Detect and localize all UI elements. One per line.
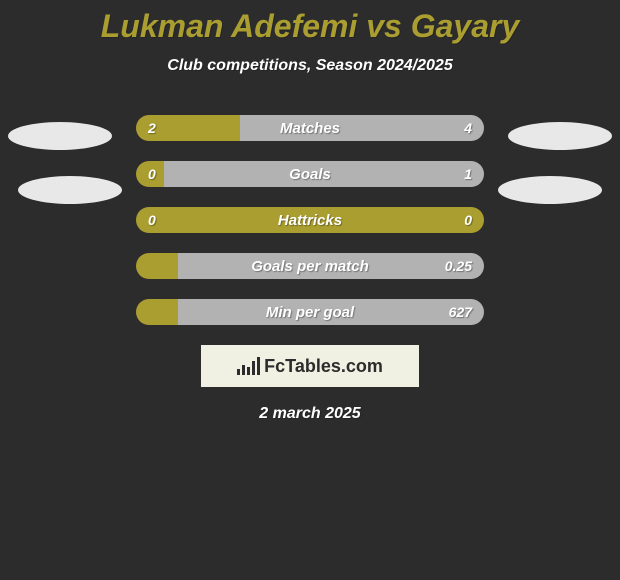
stat-row: Goals per match0.25 — [136, 253, 484, 279]
footer-date: 2 march 2025 — [0, 405, 620, 423]
stat-value-right: 0.25 — [433, 253, 484, 279]
bars-icon — [237, 357, 260, 375]
stat-row: Min per goal627 — [136, 299, 484, 325]
stat-row: Hattricks0 0 — [136, 207, 484, 233]
stat-value-right: 0 — [452, 207, 484, 233]
stat-label: Min per goal — [136, 299, 484, 325]
stat-rows: Matches24Goals01Hattricks00Goals per mat… — [0, 115, 620, 325]
page-title: Lukman Adefemi vs Gayary — [0, 0, 620, 45]
brand-text: FcTables.com — [264, 356, 383, 377]
stat-value-left: 0 — [136, 207, 168, 233]
stat-row: Goals0 1 — [136, 161, 484, 187]
stat-value-right: 627 — [437, 299, 484, 325]
stat-value-right: 4 — [452, 115, 484, 141]
stat-label: Goals — [136, 161, 484, 187]
stat-label: Matches — [136, 115, 484, 141]
brand-logo: FcTables.com — [201, 345, 419, 387]
brand-suffix: Tables.com — [285, 356, 383, 376]
stat-value-right: 1 — [452, 161, 484, 187]
comparison-card: Lukman Adefemi vs Gayary Club competitio… — [0, 0, 620, 580]
brand-prefix: Fc — [264, 356, 285, 376]
page-subtitle: Club competitions, Season 2024/2025 — [0, 57, 620, 75]
stat-value-left: 0 — [136, 161, 168, 187]
stat-label: Hattricks — [136, 207, 484, 233]
stat-row: Matches2 4 — [136, 115, 484, 141]
stat-value-left: 2 — [136, 115, 168, 141]
